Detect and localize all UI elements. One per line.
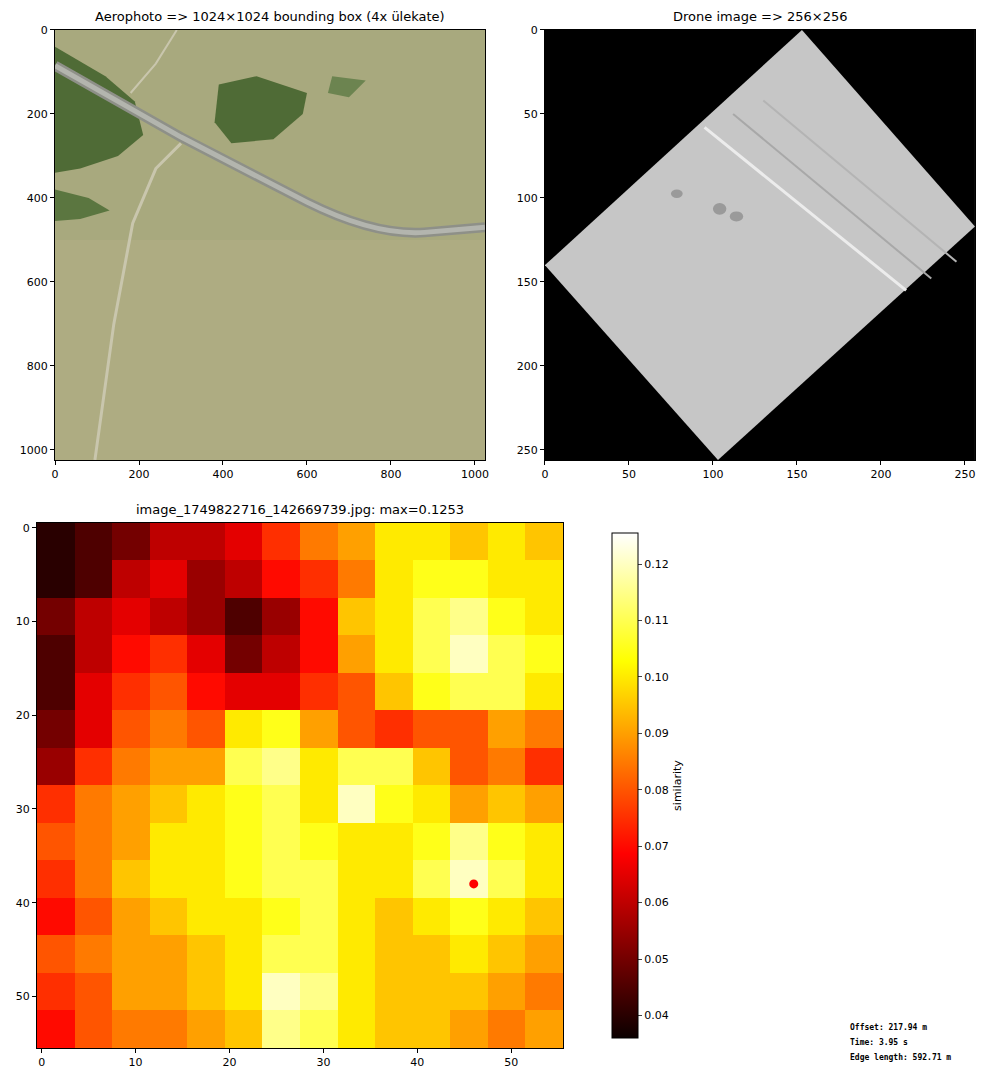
svg-text:0.09: 0.09	[644, 727, 669, 740]
svg-text:800: 800	[380, 468, 401, 481]
svg-text:0.05: 0.05	[644, 953, 669, 966]
svg-text:1000: 1000	[461, 468, 489, 481]
svg-text:30: 30	[16, 803, 30, 816]
svg-text:600: 600	[27, 276, 48, 289]
svg-text:50: 50	[16, 990, 30, 1003]
svg-text:100: 100	[702, 468, 723, 481]
svg-text:40: 40	[16, 897, 30, 910]
svg-text:0.08: 0.08	[644, 784, 669, 797]
svg-text:250: 250	[517, 444, 538, 457]
svg-text:0: 0	[52, 468, 59, 481]
svg-text:0: 0	[41, 24, 48, 37]
svg-text:400: 400	[27, 192, 48, 205]
svg-text:0.12: 0.12	[644, 558, 669, 571]
svg-text:0.04: 0.04	[644, 1009, 669, 1022]
svg-text:Drone image => 256×256: Drone image => 256×256	[673, 9, 847, 24]
svg-text:400: 400	[212, 468, 233, 481]
svg-text:200: 200	[517, 360, 538, 373]
svg-text:0: 0	[23, 522, 30, 535]
svg-text:150: 150	[517, 276, 538, 289]
svg-text:40: 40	[410, 1056, 424, 1069]
svg-text:200: 200	[129, 468, 150, 481]
svg-text:50: 50	[504, 1056, 518, 1069]
svg-text:150: 150	[786, 468, 807, 481]
svg-text:similarity: similarity	[671, 760, 684, 811]
svg-text:Offset: 217.94 m: Offset: 217.94 m	[850, 1023, 927, 1032]
svg-text:20: 20	[223, 1056, 237, 1069]
svg-text:Aerophoto => 1024×1024 boundin: Aerophoto => 1024×1024 bounding box (4x …	[95, 9, 445, 24]
svg-text:0.11: 0.11	[644, 614, 669, 627]
svg-text:20: 20	[16, 709, 30, 722]
svg-text:0.07: 0.07	[644, 840, 669, 853]
svg-text:200: 200	[870, 468, 891, 481]
svg-text:0.06: 0.06	[644, 896, 669, 909]
svg-text:1000: 1000	[20, 444, 48, 457]
svg-text:Edge length: 592.71 m: Edge length: 592.71 m	[850, 1053, 951, 1062]
svg-text:200: 200	[27, 108, 48, 121]
svg-text:0.10: 0.10	[644, 671, 669, 684]
svg-text:30: 30	[316, 1056, 330, 1069]
svg-text:0: 0	[38, 1056, 45, 1069]
svg-text:600: 600	[296, 468, 317, 481]
svg-text:100: 100	[517, 192, 538, 205]
svg-text:50: 50	[524, 108, 538, 121]
svg-text:50: 50	[622, 468, 636, 481]
svg-text:Time: 3.95 s: Time: 3.95 s	[850, 1037, 908, 1047]
svg-text:image_1749822716_142669739.jpg: image_1749822716_142669739.jpg: max=0.12…	[136, 502, 464, 517]
svg-text:10: 10	[129, 1056, 143, 1069]
svg-text:250: 250	[954, 468, 975, 481]
svg-text:10: 10	[16, 615, 30, 628]
svg-text:0: 0	[541, 468, 548, 481]
svg-text:0: 0	[531, 24, 538, 37]
svg-text:800: 800	[27, 360, 48, 373]
